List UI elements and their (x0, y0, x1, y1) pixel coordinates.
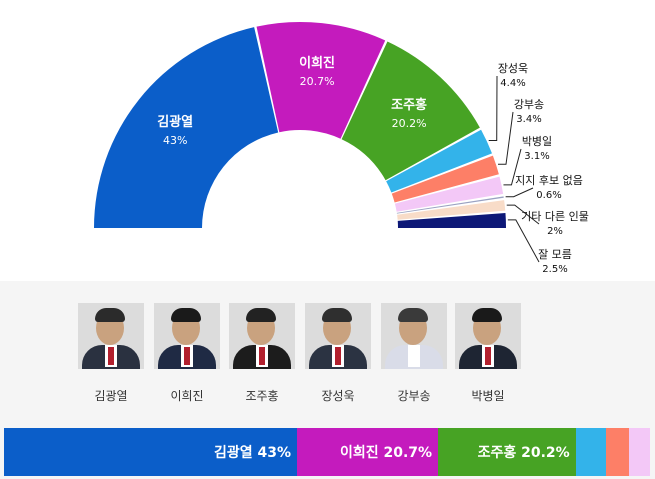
slice-label: 장성욱 (498, 62, 528, 75)
bar-segment: 조주홍 20.2% (438, 428, 576, 476)
candidate-name: 이희진 (170, 389, 204, 403)
bar-segment-label: 조주홍 20.2% (477, 445, 570, 461)
slice-4 (386, 129, 493, 193)
candidate-photo (229, 303, 295, 369)
slice-value-label: 2% (547, 226, 563, 237)
candidate-photo (154, 303, 220, 369)
slice-value-label: 0.6% (536, 190, 561, 201)
slice-1 (94, 27, 279, 228)
slice-label: 이희진 (299, 55, 335, 71)
slice-label: 박병일 (522, 134, 552, 148)
candidate-photo (78, 303, 144, 369)
result-bar: 김광열 43% 이희진 20.7% 조주홍 20.2% (4, 428, 650, 476)
bar-segment (575, 428, 606, 476)
candidate-name: 장성욱 (321, 389, 355, 403)
slice-value-label: 20.2% (392, 117, 427, 130)
leader-line (498, 111, 514, 165)
slice-label: 지지 후보 없음 (515, 174, 583, 187)
slice-label: 기타 다른 인물 (521, 210, 589, 223)
leader-line (488, 75, 498, 142)
slice-2 (256, 21, 386, 139)
candidate-card: 장성욱 (305, 303, 371, 404)
slice-value-label: 3.4% (516, 114, 541, 125)
candidate-photo (381, 303, 447, 369)
slice-label: 강부송 (514, 98, 544, 111)
slice-value-label: 2.5% (542, 264, 567, 275)
candidate-card: 조주홍 (229, 303, 295, 404)
leader-line (506, 204, 540, 225)
candidate-card: 강부송 (381, 303, 447, 404)
bar-segment (628, 428, 650, 476)
slice-7 (396, 196, 504, 214)
candidate-name: 강부송 (397, 389, 431, 403)
candidate-photo (455, 303, 521, 369)
slice-value-label: 4.4% (500, 78, 525, 89)
slice-9 (397, 213, 506, 228)
bar-segment: 이희진 20.7% (297, 428, 439, 476)
slice-label: 조주홍 (391, 97, 427, 113)
slice-value-label: 20.7% (300, 75, 335, 88)
slice-value-label: 3.1% (524, 151, 549, 162)
bar-segment: 김광열 43% (4, 428, 298, 476)
slice-8 (397, 200, 506, 220)
leader-line (505, 187, 534, 198)
slice-label: 김광열 (157, 114, 193, 130)
bar-segment (605, 428, 629, 476)
slice-value-label: 43% (163, 134, 187, 147)
slice-3 (341, 41, 480, 181)
slice-label: 잘 모름 (538, 248, 572, 261)
half-donut-chart: 김광열 43% 이희진 20.7% 조주홍 20.2% 장성욱 4.4% 강부송 3.4% 박병일 3… (94, 21, 589, 275)
candidate-card: 김광열 (78, 303, 144, 404)
candidate-card: 박병일 (455, 303, 521, 404)
bar-segment-label: 김광열 43% (213, 445, 292, 461)
slice-6 (394, 176, 504, 212)
bar-segment-label: 이희진 20.7% (339, 445, 433, 461)
candidate-name: 조주홍 (245, 389, 279, 403)
candidate-card: 이희진 (154, 303, 220, 404)
candidate-name: 김광열 (94, 389, 128, 403)
leader-line (503, 148, 522, 186)
candidate-photo (305, 303, 371, 369)
leader-line (507, 219, 540, 263)
slice-5 (391, 155, 499, 203)
candidate-name: 박병일 (471, 389, 505, 403)
